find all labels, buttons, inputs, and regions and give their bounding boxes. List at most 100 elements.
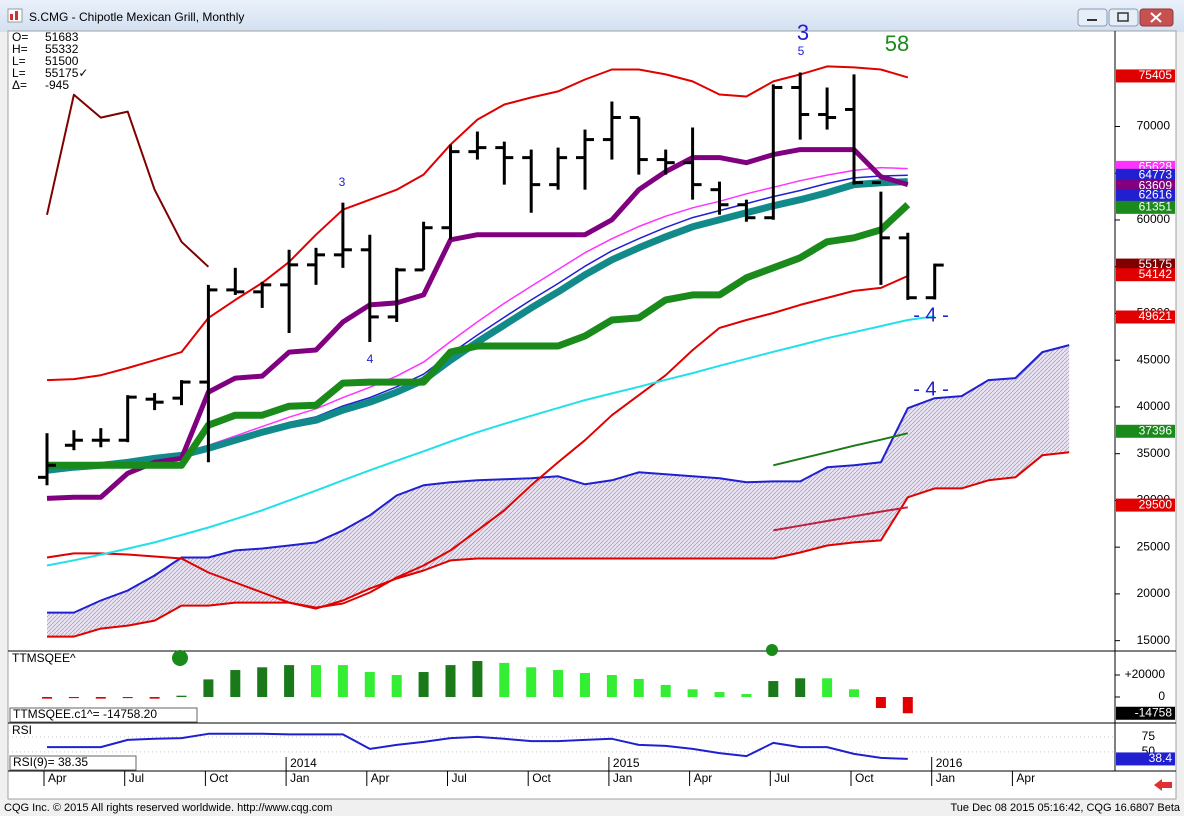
y-tick-label: 75 (1142, 729, 1156, 743)
price-label-box (1116, 189, 1175, 203)
x-tick-label: Jan (936, 771, 955, 785)
x-tick-label: Oct (209, 771, 228, 785)
year-label: 2015 (613, 756, 640, 770)
x-tick-label: Jul (774, 771, 789, 785)
title-bar (0, 0, 1184, 32)
close-button[interactable] (1139, 8, 1174, 27)
x-tick-label: Jul (129, 771, 144, 785)
y-tick-label: 20000 (1137, 586, 1171, 600)
bar (68, 697, 79, 699)
bar (714, 692, 725, 698)
y-tick-label: 40000 (1137, 399, 1171, 413)
y-tick-label: 25000 (1137, 539, 1171, 553)
last-value: 38.4 (1149, 751, 1173, 765)
cloud-fill (47, 345, 1070, 637)
last-value: -14758 (1135, 705, 1173, 719)
bar (472, 661, 483, 698)
x-tick-label: Oct (532, 771, 551, 785)
quote-value: 55175✓ (45, 66, 88, 80)
price-label-box (1116, 268, 1175, 282)
price-label: 29500 (1139, 497, 1173, 511)
price-label: 61351 (1139, 200, 1173, 214)
indicator-readout: TTMSQEE.c1^= -14758.20 (13, 707, 157, 721)
bar (526, 667, 537, 698)
x-tick-label: Jan (290, 771, 309, 785)
year-label: 2014 (290, 756, 317, 770)
bar (687, 689, 698, 698)
bar (176, 695, 187, 698)
footer-left: CQG Inc. © 2015 All rights reserved worl… (4, 802, 332, 814)
y-tick-label: 70000 (1137, 119, 1171, 133)
squeeze-dot (172, 650, 188, 666)
annotation: 3 (339, 175, 346, 189)
footer-right: Tue Dec 08 2015 05:16:42, CQG 16.6807 Be… (950, 802, 1180, 814)
indicator-line (46, 315, 935, 567)
annotation: - 4 - (913, 304, 949, 326)
bar (95, 697, 106, 699)
readout-box (9, 755, 137, 771)
bar (337, 665, 348, 698)
price-label: 49621 (1139, 309, 1173, 323)
plot: 1500020000250003000035000400004500050000… (8, 20, 1175, 786)
bar (795, 678, 806, 698)
annotation: 3 (797, 20, 809, 45)
bar (257, 667, 268, 698)
bar (311, 665, 321, 698)
bar (902, 697, 913, 714)
bar (284, 665, 295, 698)
x-tick-label: Jan (613, 771, 632, 785)
rsi-readout: RSI(9)= 38.35 (13, 755, 88, 769)
price-label: 54142 (1139, 267, 1173, 281)
bar (445, 665, 456, 698)
bar (875, 697, 886, 709)
indicator-line (46, 274, 909, 609)
bar (364, 672, 375, 698)
y-tick-label: 60000 (1137, 212, 1171, 226)
price-label-box (1116, 69, 1175, 83)
x-tick-label: Apr (48, 771, 67, 785)
bar (230, 670, 241, 698)
scroll-arrow[interactable] (1154, 779, 1172, 791)
year-label: 2016 (936, 756, 963, 770)
bar (391, 674, 402, 698)
price-label-box (1116, 200, 1175, 214)
bar (499, 662, 510, 698)
annotation: 5 (798, 44, 805, 58)
y-tick-label: +20000 (1125, 667, 1166, 681)
bar (768, 681, 779, 698)
rsi-title: RSI (12, 723, 32, 737)
window-title: S.CMG - Chipotle Mexican Grill, Monthly (29, 10, 244, 24)
indicator-line (46, 93, 210, 268)
y-tick-label: 0 (1158, 689, 1165, 703)
bar (741, 694, 752, 698)
price-label: 75405 (1139, 68, 1173, 82)
cloud-upper (47, 344, 1070, 614)
price-label-box (1116, 424, 1175, 438)
bar (633, 678, 644, 698)
bar (149, 697, 160, 699)
quote-label: L= (12, 54, 26, 68)
bar (606, 674, 617, 698)
price-label-box (1116, 310, 1175, 324)
price-label: 64773 (1139, 168, 1173, 182)
quote-label: O= (12, 30, 28, 44)
x-tick-label: Oct (855, 771, 874, 785)
bar (203, 679, 214, 698)
restore-button[interactable] (1108, 8, 1139, 27)
quote-value: 55332 (45, 42, 79, 56)
indicator-title: TTMSQEE^ (12, 651, 76, 665)
y-tick-label: 15000 (1137, 633, 1171, 647)
indicator-line (46, 147, 909, 501)
x-tick-label: Apr (694, 771, 713, 785)
bar (660, 684, 671, 698)
minimize-button[interactable] (1077, 8, 1108, 27)
bar (822, 678, 833, 698)
bar (122, 697, 133, 699)
x-tick-label: Apr (371, 771, 390, 785)
annotation: 4 (367, 352, 374, 366)
quote-value: 51683 (45, 30, 79, 44)
last-value-box (1116, 706, 1175, 720)
price-label-box (1116, 498, 1175, 512)
